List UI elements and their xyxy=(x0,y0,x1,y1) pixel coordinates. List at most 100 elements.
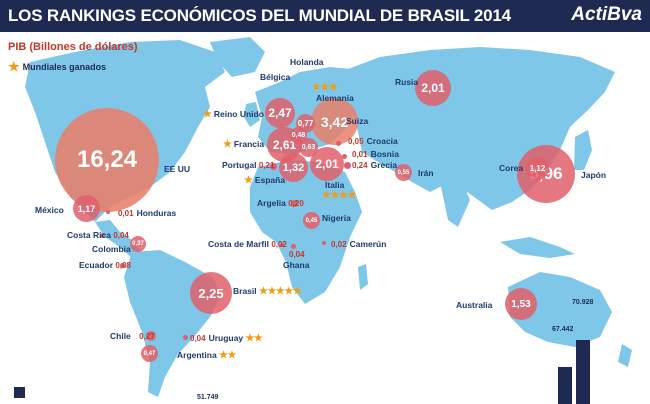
dot-argelia xyxy=(291,200,298,207)
label-alemania: ★★★ xyxy=(312,82,338,93)
argentina-stars: ★★ xyxy=(219,350,236,361)
brand-logo: ActiBva xyxy=(571,4,642,25)
argelia-name: Argelia xyxy=(257,198,286,208)
label-honduras: 0,01 Honduras xyxy=(118,208,176,219)
label-belgica: Bélgica xyxy=(260,72,291,82)
argelia-value: 0,20 xyxy=(288,199,304,208)
label-mexico: México xyxy=(35,205,64,215)
star-icon: ★ xyxy=(8,59,20,74)
bubble-argentina: 0,47 xyxy=(141,345,158,362)
costa-rica-value: 0,04 xyxy=(113,231,129,240)
croacia-value: 0,05 xyxy=(348,137,364,146)
bar-left xyxy=(558,367,572,404)
chile-value: 0,27 xyxy=(139,332,155,341)
camerun-name: Camerún xyxy=(349,239,387,249)
page-title: LOS RANKINGS ECONÓMICOS DEL MUNDIAL DE B… xyxy=(8,6,511,25)
reino-unido-name: Reino Unido xyxy=(213,109,264,119)
costa-rica-name: Costa Rica xyxy=(67,230,111,240)
bubble-reino-unido: 2,47 xyxy=(265,98,295,128)
uruguay-name: Uruguay xyxy=(208,333,244,343)
header-bar: LOS RANKINGS ECONÓMICOS DEL MUNDIAL DE B… xyxy=(0,0,650,32)
label-bosnia: 0,01 Bosnia xyxy=(352,149,399,160)
ecuador-name: Ecuador xyxy=(79,260,114,270)
label-camerun: 0,02 Camerún xyxy=(331,239,386,250)
label-argelia: Argelia 0,20 xyxy=(257,198,304,209)
label-nigeria: Nigeria xyxy=(322,213,351,223)
dot-croacia xyxy=(336,141,341,146)
bar-legend-square xyxy=(14,387,25,398)
uruguay-value: 0,04 xyxy=(190,334,206,343)
label-alemania-name: Alemania xyxy=(316,93,354,103)
label-argentina: Argentina ★★ xyxy=(177,350,236,361)
bosnia-value: 0,01 xyxy=(352,150,368,159)
world-map xyxy=(0,32,650,404)
dot-bosnia xyxy=(342,154,347,159)
bar-right-label: 70.928 xyxy=(572,299,594,306)
honduras-value: 0,01 xyxy=(118,209,134,218)
label-suiza: Suiza xyxy=(346,116,369,126)
bubble-brasil: 2,25 xyxy=(190,272,232,314)
label-italia: Italia xyxy=(325,180,345,190)
label-reino-unido: ★ Reino Unido xyxy=(203,109,264,120)
bubble-nigeria: 0,45 xyxy=(303,212,320,229)
dot-camerun xyxy=(322,241,326,245)
bubble-colombia: 0,37 xyxy=(130,236,146,252)
bubble-italia: 2,01 xyxy=(310,147,344,181)
grecia-value: 0,24 xyxy=(352,161,368,170)
dot-ecuador xyxy=(120,263,125,268)
argentina-name: Argentina xyxy=(177,350,217,360)
bubble-chile: 0,27 xyxy=(146,331,156,341)
bubble-corea: 1,12 xyxy=(526,157,549,180)
costa-marfil-value: 0,02 xyxy=(271,240,287,249)
camerun-value: 0,02 xyxy=(331,240,347,249)
label-chile: Chile 0,27 xyxy=(110,331,155,342)
label-costa-rica: Costa Rica 0,04 xyxy=(67,230,129,241)
label-costa-marfil: Costa de Marfil 0,02 xyxy=(208,239,287,250)
label-brasil: Brasil ★★★★★ xyxy=(233,286,302,297)
bar-bottom-label: 51.749 xyxy=(197,394,219,401)
legend-label: Mundiales ganados xyxy=(22,62,107,72)
label-portugal: Portugal 0,21 xyxy=(222,160,274,171)
chile-name: Chile xyxy=(110,331,131,341)
espana-stars: ★ xyxy=(244,175,253,186)
label-ghana: Ghana xyxy=(283,260,310,270)
label-uruguay: 0,04 Uruguay ★★ xyxy=(190,333,263,344)
honduras-name: Honduras xyxy=(136,208,177,218)
portugal-value: 0,21 xyxy=(258,161,275,170)
label-francia: ★ Francia xyxy=(223,139,264,150)
bubble-eeuu: 16,24 xyxy=(55,108,159,212)
label-holanda: Holanda xyxy=(290,57,324,67)
brasil-name: Brasil xyxy=(233,286,257,296)
dot-costa-marfil xyxy=(280,243,284,247)
label-corea: Corea xyxy=(499,163,524,173)
bubble-espana: 1,32 xyxy=(279,153,308,182)
legend: ★ Mundiales ganados xyxy=(8,59,106,75)
bubble-alemania: 3,42 xyxy=(311,98,358,145)
dot-ghana xyxy=(291,244,296,249)
reino-unido-stars: ★ xyxy=(203,109,212,120)
croacia-name: Croacia xyxy=(366,136,398,146)
grecia-name: Grecia xyxy=(370,160,398,170)
bosnia-name: Bosnia xyxy=(370,149,399,159)
costa-marfil-name: Costa de Marfil xyxy=(208,239,269,249)
uruguay-stars: ★★ xyxy=(245,333,263,344)
label-italia-stars: ★★★★ xyxy=(322,190,356,201)
dot-portugal xyxy=(270,163,277,170)
francia-stars: ★ xyxy=(223,139,232,150)
brasil-stars: ★★★★★ xyxy=(259,286,302,297)
label-eeuu: EE UU xyxy=(164,164,190,174)
label-japon: Japón xyxy=(581,170,607,180)
bubble-australia: 1,53 xyxy=(505,288,537,320)
ecuador-value: 0,08 xyxy=(115,261,131,270)
label-iran: Irán xyxy=(418,168,434,178)
dot-uruguay xyxy=(183,335,188,340)
bubble-mexico: 1,17 xyxy=(73,195,100,222)
label-grecia: 0,24 Grecia xyxy=(352,160,397,171)
alemania-stars: ★★★ xyxy=(312,82,338,93)
label-australia: Australia xyxy=(456,300,493,310)
subtitle: PIB (Billones de dólares) xyxy=(8,41,138,53)
label-rusia: Rusia xyxy=(395,77,419,87)
espana-name: España xyxy=(254,175,286,185)
bubble-rusia: 2,01 xyxy=(415,70,451,106)
